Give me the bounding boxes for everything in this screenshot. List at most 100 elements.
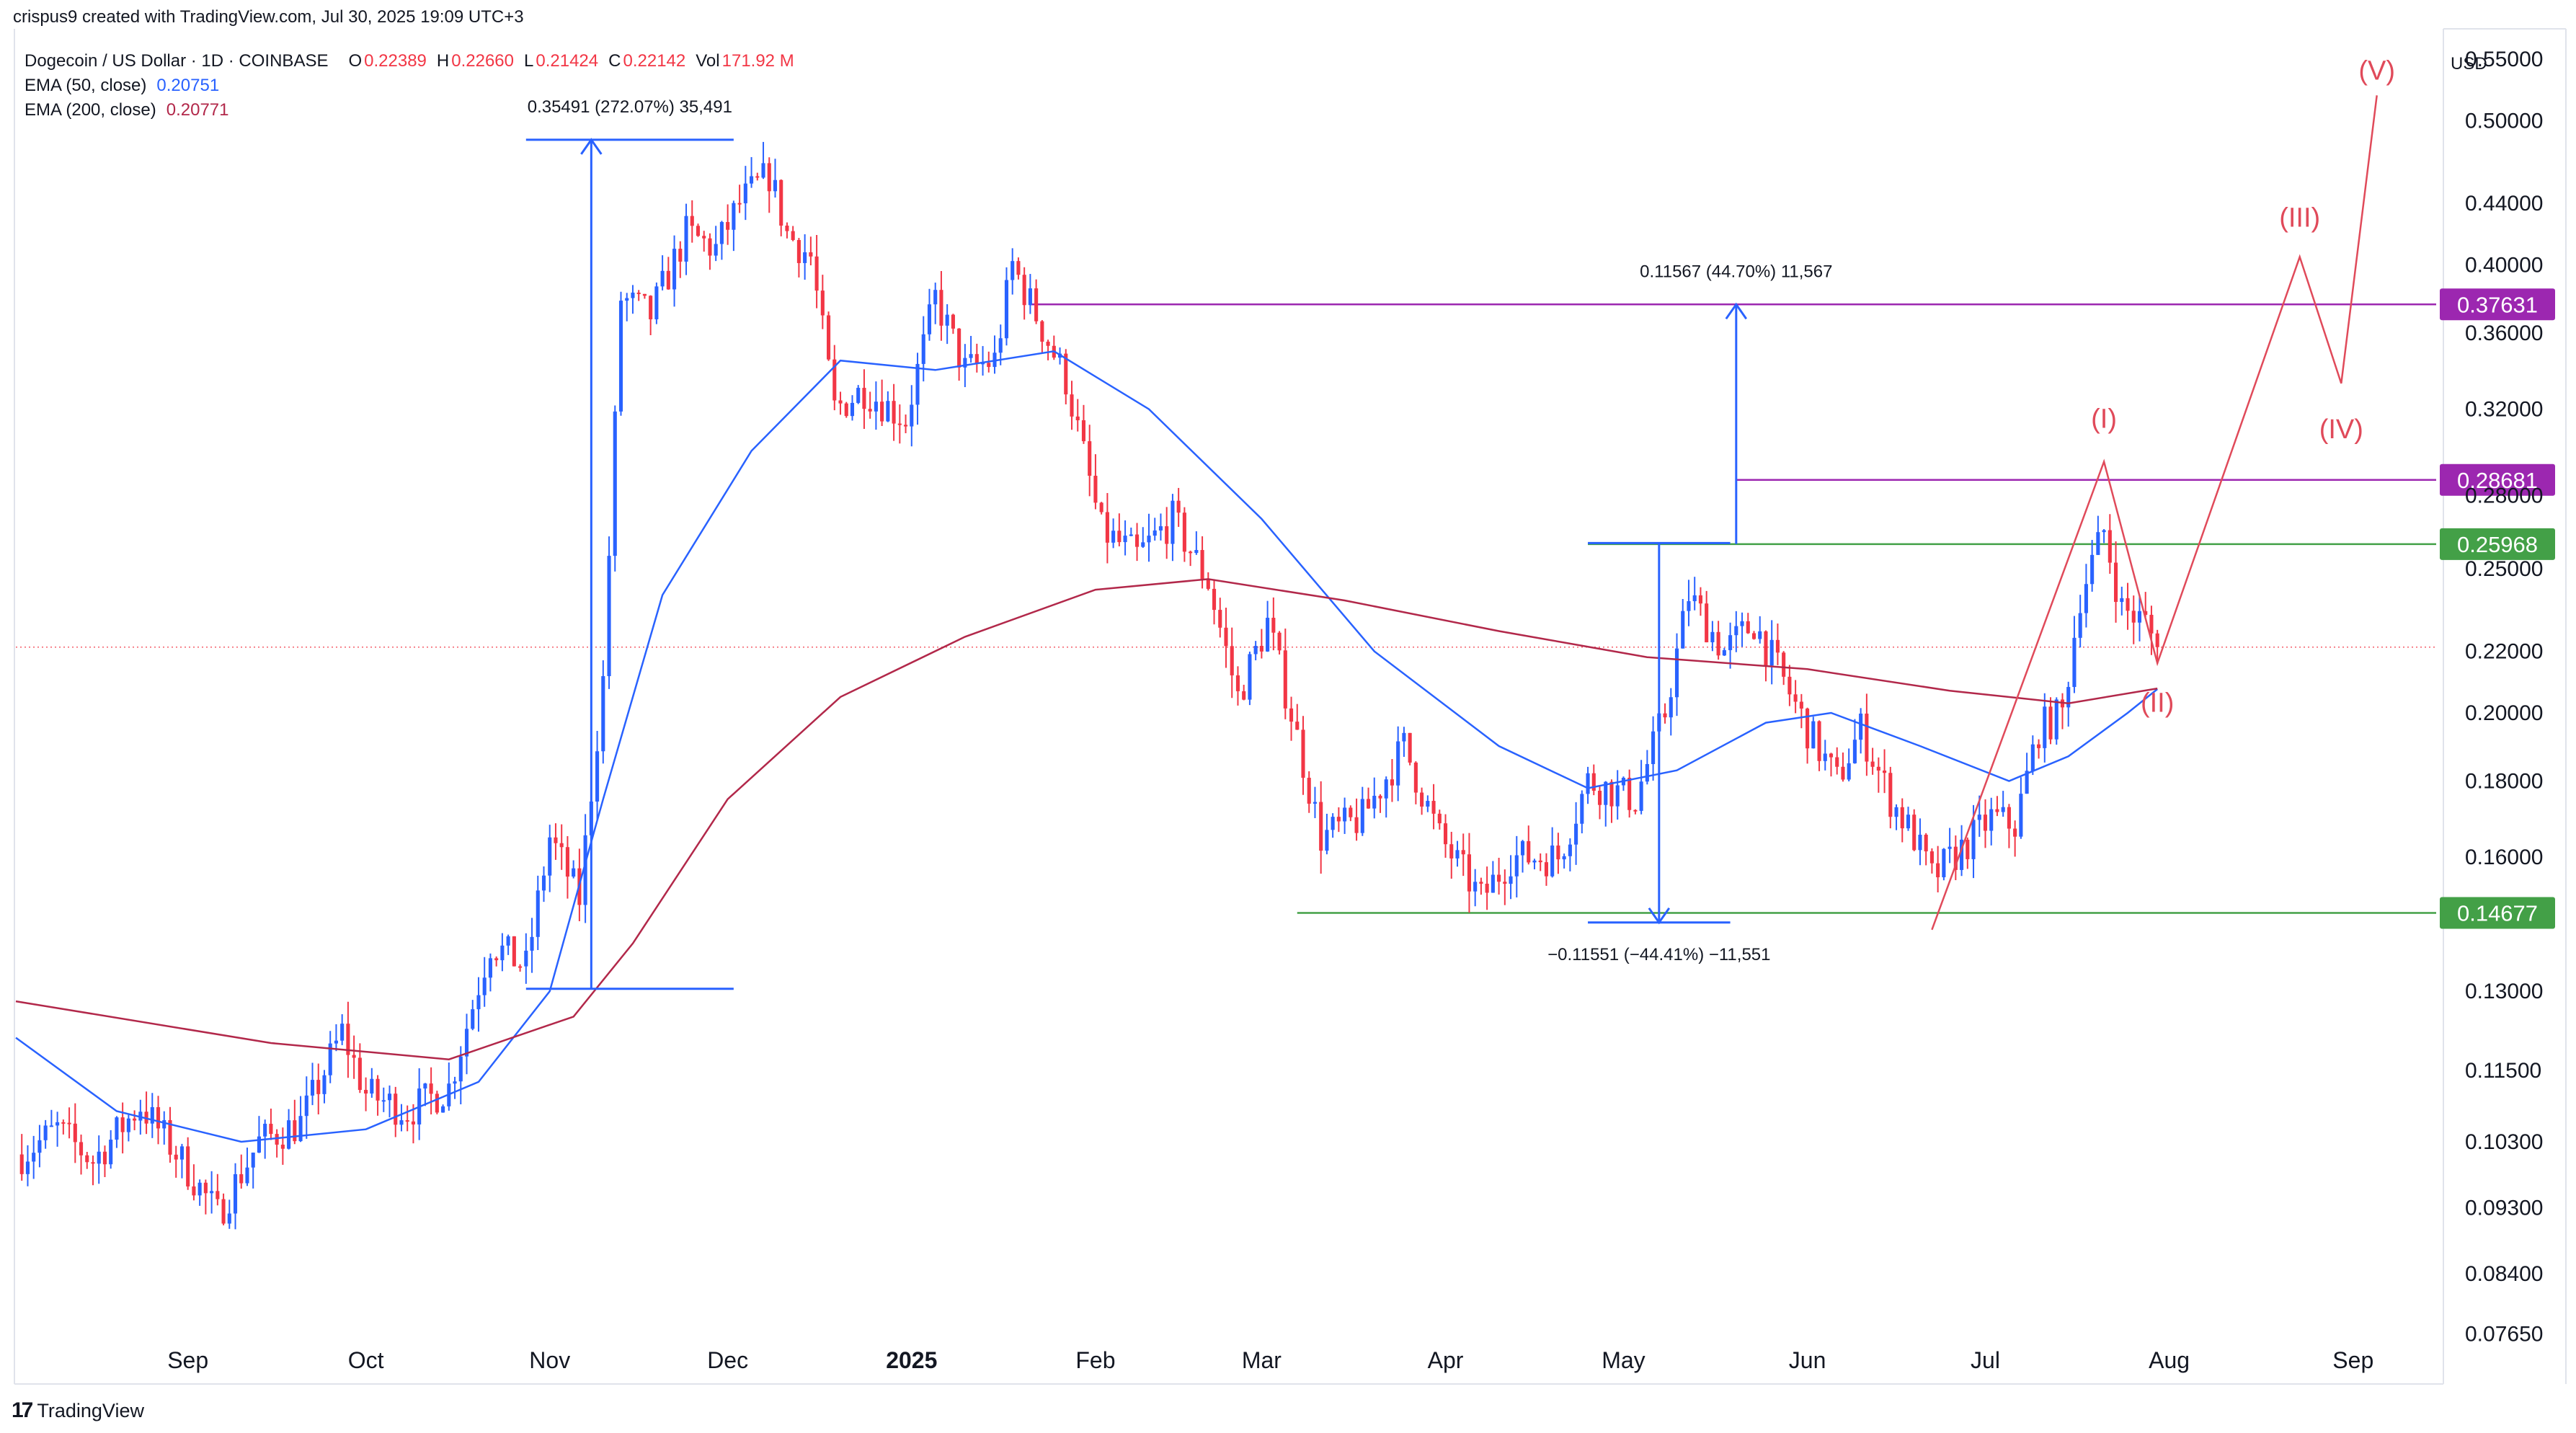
candle-body xyxy=(2043,706,2047,748)
candle-body xyxy=(518,966,523,968)
candle-body xyxy=(1176,500,1181,513)
candle-body xyxy=(945,314,949,326)
candle-body xyxy=(1758,631,1762,639)
chart-caption: crispus9 created with TradingView.com, J… xyxy=(13,7,524,27)
candle-body xyxy=(298,1116,303,1142)
y-tick-label: 0.09300 xyxy=(2465,1197,2543,1220)
candle-body xyxy=(625,298,629,301)
candle-body xyxy=(120,1117,125,1132)
candle-body xyxy=(1870,761,1875,767)
measure-label: 0.11567 (44.70%) 11,567 xyxy=(1640,262,1832,281)
candle-body xyxy=(488,958,492,978)
candle-body xyxy=(601,676,605,752)
candle-body xyxy=(1906,815,1911,829)
candle-body xyxy=(1366,799,1371,809)
candle-body xyxy=(1793,694,1798,702)
candle-body xyxy=(1189,551,1193,554)
candle-body xyxy=(1301,729,1305,778)
candle-body xyxy=(1307,777,1311,804)
x-tick-label: Aug xyxy=(2149,1347,2190,1373)
ohlc-key: C xyxy=(608,51,621,71)
candle-body xyxy=(19,1154,24,1174)
candle-body xyxy=(1966,839,1970,859)
ema200-row: EMA (200, close) 0.20771 xyxy=(25,98,794,123)
x-tick-label: Apr xyxy=(1428,1347,1464,1373)
candle-body xyxy=(1431,801,1436,814)
candle-body xyxy=(1123,536,1127,543)
candle-body xyxy=(832,359,837,401)
candle-body xyxy=(886,401,890,422)
ohlc-value: 0.22660 xyxy=(451,51,515,71)
candle-body xyxy=(1473,882,1478,892)
measure-arrow-head xyxy=(1725,302,1748,320)
candle-body xyxy=(1016,261,1021,275)
elliott-wave-path xyxy=(1931,95,2378,931)
candle-body xyxy=(951,314,955,329)
candle-body xyxy=(245,1167,249,1184)
candle-body xyxy=(2007,807,2011,829)
wave-label: (II) xyxy=(2141,688,2174,719)
candle-body xyxy=(1046,342,1050,346)
candle-body xyxy=(1953,846,1958,870)
candle-body xyxy=(126,1118,130,1132)
candle-body xyxy=(1924,835,1928,852)
candle-body xyxy=(316,1080,321,1094)
candle-body xyxy=(874,401,878,412)
candle-body xyxy=(791,231,795,240)
candle-body xyxy=(1829,753,1834,758)
candle-body xyxy=(1633,809,1638,812)
y-tick-label: 0.22000 xyxy=(2465,640,2543,664)
candle-body xyxy=(660,270,665,287)
candle-body xyxy=(1467,854,1471,892)
x-tick-label: 2025 xyxy=(886,1347,937,1373)
candle-body xyxy=(221,1199,226,1224)
candle-body xyxy=(981,363,985,365)
candle-body xyxy=(583,835,587,905)
candle-body xyxy=(1787,676,1792,695)
candle-body xyxy=(280,1144,285,1149)
x-tick-label: Sep xyxy=(2332,1347,2373,1373)
candle-body xyxy=(37,1140,42,1153)
resistance-price-label: 0.28681 xyxy=(2457,468,2538,493)
resistance-price-box xyxy=(2440,288,2555,321)
ema50-value: 0.20751 xyxy=(156,76,220,95)
candle-body xyxy=(357,1057,362,1091)
candle-body xyxy=(1443,823,1448,845)
candle-body xyxy=(1141,542,1145,547)
candle-body xyxy=(1562,856,1566,860)
candle-body xyxy=(133,1118,137,1121)
chart-legend: Dogecoin / US Dollar · 1D · COINBASE O 0.… xyxy=(25,49,794,123)
symbol-title: Dogecoin / US Dollar · 1D · COINBASE xyxy=(25,51,329,71)
y-tick-label: 0.36000 xyxy=(2465,321,2543,345)
candle-body xyxy=(399,1120,404,1125)
candle-body xyxy=(174,1154,178,1160)
candle-body xyxy=(1639,781,1643,811)
candle-body xyxy=(1604,781,1608,805)
candle-body xyxy=(1230,646,1234,675)
candle-body xyxy=(1253,646,1258,655)
candle-body xyxy=(1165,526,1169,544)
candle-body xyxy=(767,163,771,192)
candle-body xyxy=(179,1146,185,1160)
candle-body xyxy=(1947,846,1952,849)
x-tick-label: Dec xyxy=(707,1347,748,1373)
candle-body xyxy=(257,1136,261,1153)
candle-body xyxy=(524,950,528,967)
y-tick-label: 0.44000 xyxy=(2465,192,2543,216)
candle-body xyxy=(957,328,961,368)
candle-body xyxy=(91,1162,95,1164)
candle-body xyxy=(1532,860,1537,863)
candle-body xyxy=(1384,779,1388,799)
candle-body xyxy=(1372,795,1377,809)
candle-body xyxy=(1420,792,1424,807)
candle-body xyxy=(702,236,706,239)
candle-body xyxy=(1556,846,1560,860)
y-tick-label: 0.16000 xyxy=(2465,846,2543,869)
ohlc-key: O xyxy=(348,51,363,71)
candle-body xyxy=(287,1120,291,1149)
candle-body xyxy=(719,222,724,244)
candle-body xyxy=(310,1080,315,1096)
candle-body xyxy=(156,1106,161,1129)
candle-body xyxy=(1995,809,1999,812)
